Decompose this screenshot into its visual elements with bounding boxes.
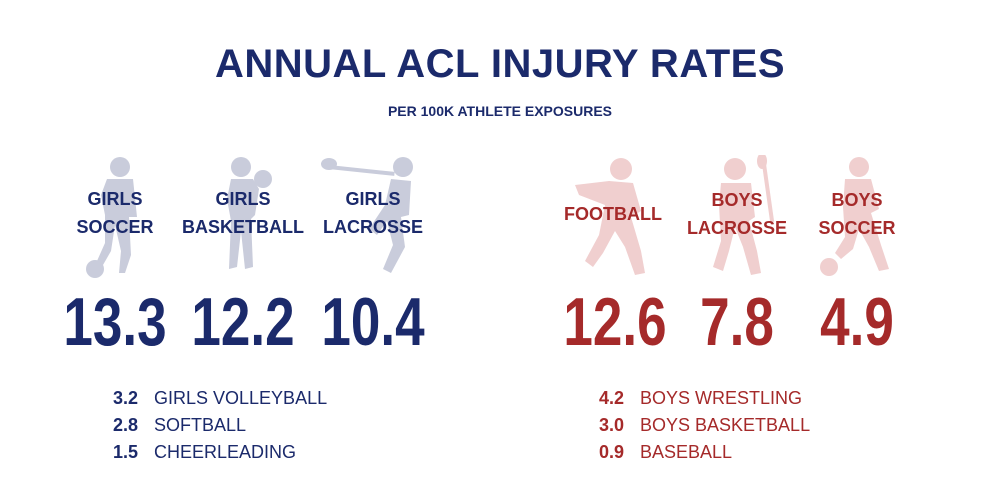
other-boys-list: 4.2 BOYS WRESTLING 3.0 BOYS BASKETBALL 0.9… (586, 385, 810, 466)
value-football: 12.6 (563, 284, 667, 360)
label-girls-soccer: GIRLS SOCCER (76, 189, 154, 237)
value-girls-basketball: 12.2 (191, 284, 295, 360)
list-item: 4.2 BOYS WRESTLING (598, 388, 803, 408)
list-item: 2.8 SOFTBALL (112, 415, 247, 435)
basketball-player-icon (175, 155, 315, 280)
label-football: FOOTBALL (564, 204, 662, 224)
label-boys-lacrosse: BOYS LACROSSE (686, 190, 787, 238)
list-item: 3.0 BOYS BASKETBALL (598, 415, 811, 435)
lacrosse-player-icon (665, 153, 805, 280)
list-item: 3.2 GIRLS VOLLEYBALL (112, 388, 328, 408)
value-girls-lacrosse: 10.4 (321, 284, 425, 360)
label-boys-soccer: BOYS SOCCER (818, 190, 896, 238)
list-item: 0.9 BASEBALL (598, 442, 733, 462)
other-girls-list: 3.2 GIRLS VOLLEYBALL 2.8 SOFTBALL 1.5 CHEER… (100, 385, 327, 466)
list-item: 1.5 CHEERLEADING (112, 442, 297, 462)
value-boys-soccer: 4.9 (820, 284, 894, 360)
chart-title: ANNUAL ACL INJURY RATES (214, 42, 786, 86)
football-player-icon (545, 155, 685, 280)
chart-subtitle: PER 100K ATHLETE EXPOSURES (387, 103, 613, 119)
label-girls-basketball: GIRLS BASKETBALL (182, 189, 304, 237)
lacrosse-player-icon (305, 155, 445, 280)
value-boys-lacrosse: 7.8 (700, 284, 774, 360)
value-girls-soccer: 13.3 (63, 284, 167, 360)
soccer-player-icon (785, 155, 925, 280)
label-girls-lacrosse: GIRLS LACROSSE (322, 189, 423, 237)
soccer-player-icon (45, 155, 185, 280)
